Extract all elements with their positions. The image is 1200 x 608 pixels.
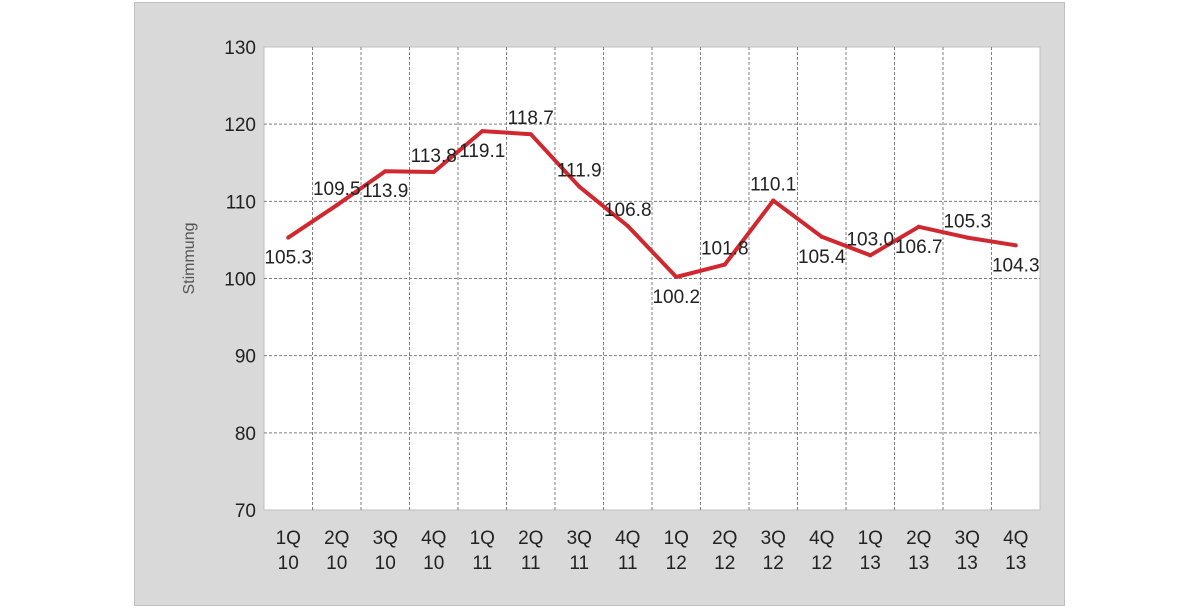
data-label: 104.3 <box>992 255 1040 276</box>
y-tick-label: 120 <box>224 115 256 136</box>
x-tick-label: 4Q 13 <box>1003 528 1028 574</box>
data-point <box>1013 243 1018 248</box>
data-label: 113.8 <box>411 146 457 167</box>
y-tick-label: 110 <box>226 192 256 213</box>
data-point <box>480 129 485 134</box>
x-tick-label: 2Q 12 <box>712 528 737 574</box>
data-point <box>383 169 388 174</box>
data-label: 103.0 <box>846 229 894 250</box>
x-tick-label: 4Q 12 <box>809 528 834 574</box>
data-label: 109.5 <box>313 179 361 200</box>
data-label: 105.3 <box>943 212 991 233</box>
x-tick-label: 1Q 10 <box>276 528 301 574</box>
x-tick-label: 3Q 11 <box>567 528 592 574</box>
data-label: 106.8 <box>604 200 652 221</box>
x-axis-ticks: 1Q 10 2Q 10 3Q 10 4Q 10 1Q 11 2Q 11 3Q 11 4Q 11 1Q 12 2Q 12… <box>276 528 1029 574</box>
data-label: 110.1 <box>750 175 796 196</box>
x-tick-label: 1Q 11 <box>470 528 495 574</box>
data-point <box>674 274 679 279</box>
data-label: 118.7 <box>508 108 554 129</box>
x-tick-label: 2Q 10 <box>324 528 349 574</box>
data-point <box>431 170 436 175</box>
data-point <box>625 224 630 229</box>
x-tick-label: 3Q 12 <box>761 528 786 574</box>
x-tick-label: 3Q 13 <box>955 528 980 574</box>
gridlines <box>264 47 1040 510</box>
data-point <box>286 235 291 240</box>
y-tick-label: 100 <box>224 270 256 291</box>
data-point <box>722 262 727 267</box>
data-point <box>868 253 873 258</box>
x-tick-label: 2Q 11 <box>518 528 543 574</box>
data-point <box>916 224 921 229</box>
x-tick-label: 3Q 10 <box>373 528 398 574</box>
data-label: 105.4 <box>798 247 846 268</box>
data-label: 105.3 <box>264 248 312 269</box>
data-point <box>771 198 776 203</box>
data-point <box>577 184 582 189</box>
x-tick-label: 1Q 12 <box>664 528 689 574</box>
x-tick-label: 2Q 13 <box>906 528 931 574</box>
y-tick-label: 70 <box>235 501 256 522</box>
y-axis-label: Stimmung <box>181 222 198 294</box>
data-label: 111.9 <box>557 161 602 182</box>
data-label: 101.8 <box>701 239 749 260</box>
x-tick-label: 1Q 13 <box>858 528 883 574</box>
data-point <box>334 203 339 208</box>
data-point <box>965 235 970 240</box>
data-point <box>819 234 824 239</box>
data-points <box>286 129 1018 279</box>
y-tick-label: 80 <box>235 424 256 445</box>
x-tick-label: 4Q 11 <box>615 528 640 574</box>
data-label: 119.1 <box>459 141 505 162</box>
data-point <box>528 132 533 137</box>
data-label: 106.7 <box>895 237 943 258</box>
x-tick-label: 4Q 10 <box>421 528 446 574</box>
series-line <box>287 129 1017 279</box>
data-label: 100.2 <box>652 287 700 308</box>
data-label: 113.9 <box>362 181 408 202</box>
y-tick-label: 90 <box>235 347 256 368</box>
y-tick-label: 130 <box>224 38 256 59</box>
y-axis-ticks: 70 80 90 100 110 120 130 <box>224 38 256 522</box>
